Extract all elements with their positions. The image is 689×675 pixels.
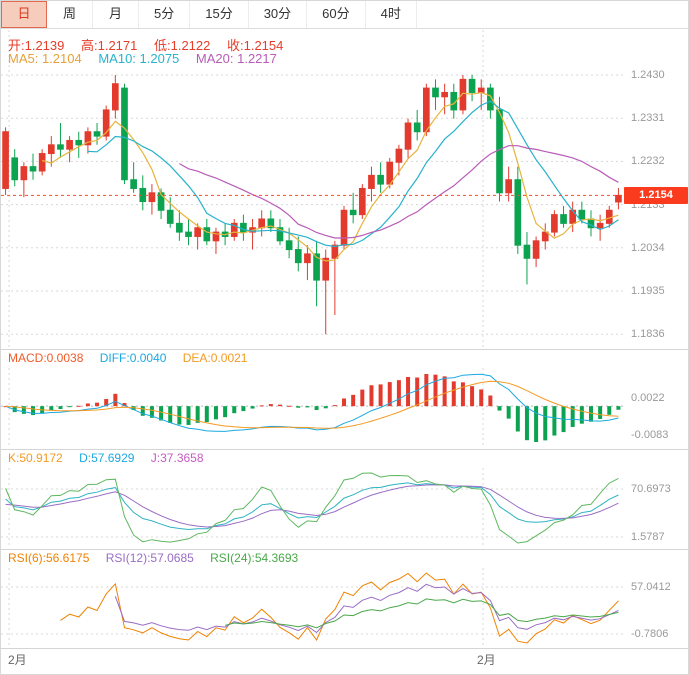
rsi-legend: RSI(6):56.6175 RSI(12):57.0685 RSI(24):5… bbox=[8, 551, 311, 565]
tab-15min[interactable]: 15分 bbox=[190, 1, 249, 28]
panel-separator bbox=[1, 349, 688, 350]
main-axis-label-1: 1.2430 bbox=[631, 69, 665, 81]
tab-60min[interactable]: 60分 bbox=[307, 1, 366, 28]
j-value: J:37.3658 bbox=[150, 451, 204, 465]
k-value: K:50.9172 bbox=[8, 451, 63, 465]
low-value: 低:1.2122 bbox=[154, 38, 211, 53]
x-axis-month-label-1: 2月 bbox=[8, 653, 27, 667]
diff-value: DIFF:0.0040 bbox=[99, 351, 167, 365]
candlestick-chart[interactable] bbox=[1, 30, 623, 348]
rsi-chart[interactable] bbox=[1, 568, 623, 648]
kdj-axis-upper: 70.6973 bbox=[631, 483, 671, 495]
tab-monthly[interactable]: 月 bbox=[93, 1, 139, 28]
open-value: 开:1.2139 bbox=[8, 38, 65, 53]
ma20-value: MA20: 1.2217 bbox=[195, 51, 277, 66]
main-axis-label-2: 1.2331 bbox=[631, 112, 665, 124]
ma10-value: MA10: 1.2075 bbox=[98, 51, 180, 66]
macd-legend: MACD:0.0038 DIFF:0.0040 DEA:0.0021 bbox=[8, 351, 260, 365]
tab-weekly[interactable]: 周 bbox=[47, 1, 93, 28]
macd-axis-lower: -0.0083 bbox=[631, 429, 669, 441]
main-axis-label-7: 1.1836 bbox=[631, 328, 665, 340]
ohlc-legend: 开:1.2139 高:1.2171 低:1.2122 收:1.2154 bbox=[8, 35, 296, 54]
macd-value: MACD:0.0038 bbox=[8, 351, 84, 365]
close-value: 收:1.2154 bbox=[227, 38, 284, 53]
kdj-legend: K:50.9172 D:57.6929 J:37.3658 bbox=[8, 451, 217, 465]
tab-4hour[interactable]: 4时 bbox=[366, 1, 417, 28]
tab-5min[interactable]: 5分 bbox=[139, 1, 191, 28]
ma5-value: MA5: 1.2104 bbox=[8, 51, 82, 66]
x-axis-month-label-2: 2月 bbox=[477, 653, 496, 667]
main-axis-label-3: 1.2232 bbox=[631, 155, 665, 167]
dea-value: DEA:0.0021 bbox=[182, 351, 248, 365]
d-value: D:57.6929 bbox=[79, 451, 135, 465]
panel-separator bbox=[1, 449, 688, 450]
rsi6-value: RSI(6):56.6175 bbox=[8, 551, 90, 565]
panel-separator bbox=[1, 648, 688, 649]
macd-axis-upper: 0.0022 bbox=[631, 392, 665, 404]
rsi24-value: RSI(24):54.3693 bbox=[210, 551, 299, 565]
kdj-chart[interactable] bbox=[1, 468, 623, 548]
rsi-axis-lower: -0.7806 bbox=[631, 628, 669, 640]
kdj-axis-lower: 1.5787 bbox=[631, 531, 665, 543]
macd-chart[interactable] bbox=[1, 368, 623, 448]
rsi-axis-upper: 57.0412 bbox=[631, 581, 671, 593]
rsi12-value: RSI(12):57.0685 bbox=[105, 551, 194, 565]
tab-daily[interactable]: 日 bbox=[1, 1, 47, 28]
ma-legend: MA5: 1.2104 MA10: 1.2075 MA20: 1.2217 bbox=[8, 51, 290, 66]
price-badge: 1.2154 bbox=[624, 186, 688, 204]
main-axis-label-5: 1.2034 bbox=[631, 242, 665, 254]
timeframe-tabs: 日 周 月 5分 15分 30分 60分 4时 bbox=[1, 1, 688, 29]
panel-separator bbox=[1, 549, 688, 550]
main-axis-label-6: 1.1935 bbox=[631, 285, 665, 297]
tab-30min[interactable]: 30分 bbox=[249, 1, 308, 28]
high-value: 高:1.2171 bbox=[81, 38, 138, 53]
